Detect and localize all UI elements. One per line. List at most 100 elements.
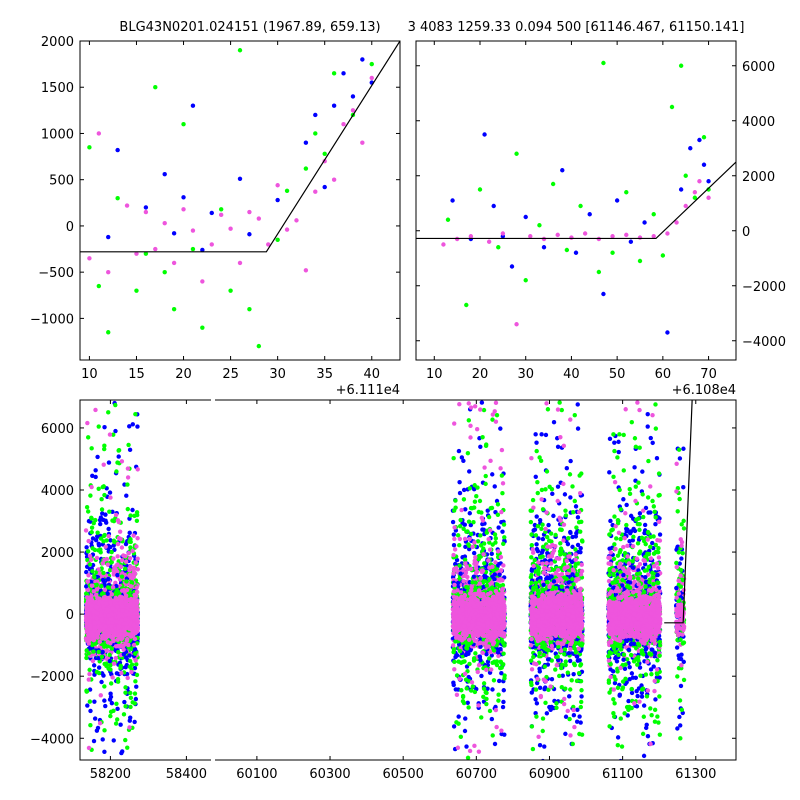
data-point bbox=[109, 646, 115, 651]
data-point bbox=[706, 195, 711, 200]
data-point bbox=[669, 104, 675, 110]
data-point bbox=[275, 197, 280, 203]
series-2 bbox=[441, 179, 711, 327]
data-point bbox=[303, 166, 309, 171]
data-point bbox=[464, 584, 469, 590]
data-point bbox=[483, 473, 488, 479]
data-point bbox=[132, 719, 137, 725]
data-point bbox=[490, 660, 495, 666]
data-point bbox=[99, 679, 104, 685]
data-point bbox=[107, 490, 113, 495]
data-point bbox=[108, 600, 113, 605]
data-point bbox=[237, 260, 243, 266]
data-point bbox=[95, 611, 100, 616]
data-point bbox=[86, 745, 92, 751]
data-point bbox=[665, 330, 670, 335]
data-point bbox=[237, 48, 243, 53]
data-point bbox=[275, 237, 280, 242]
data-point bbox=[471, 656, 477, 661]
data-point bbox=[480, 435, 485, 440]
data-point bbox=[480, 568, 486, 574]
data-point bbox=[127, 447, 133, 453]
data-point bbox=[115, 554, 120, 559]
data-point bbox=[463, 652, 469, 658]
data-point bbox=[125, 482, 130, 487]
plot-area bbox=[80, 41, 400, 349]
data-point bbox=[537, 223, 542, 228]
data-point bbox=[107, 432, 113, 437]
data-point bbox=[468, 423, 473, 429]
data-point bbox=[481, 681, 487, 686]
y-tick-label: 0 bbox=[742, 225, 750, 240]
data-point bbox=[96, 131, 102, 136]
data-point bbox=[470, 580, 475, 585]
data-point bbox=[190, 246, 196, 252]
data-point bbox=[457, 402, 462, 407]
data-point bbox=[134, 288, 139, 293]
data-point bbox=[99, 591, 105, 597]
data-point bbox=[89, 446, 94, 451]
data-point bbox=[85, 557, 90, 563]
data-point bbox=[492, 532, 498, 537]
data-point bbox=[637, 258, 643, 264]
data-point bbox=[102, 580, 107, 585]
data-point bbox=[313, 189, 318, 194]
data-point bbox=[114, 717, 120, 722]
data-point bbox=[107, 568, 113, 573]
data-point bbox=[85, 587, 91, 593]
x-tick-label: 30 bbox=[269, 367, 286, 382]
data-point bbox=[452, 547, 458, 552]
data-point bbox=[109, 700, 115, 706]
data-point bbox=[115, 589, 121, 594]
data-point bbox=[247, 306, 252, 312]
plot-frame bbox=[415, 40, 737, 361]
data-point bbox=[457, 490, 463, 496]
data-point bbox=[456, 714, 461, 719]
data-point bbox=[452, 667, 457, 672]
data-point bbox=[122, 632, 127, 638]
data-point bbox=[489, 716, 495, 722]
data-point bbox=[123, 737, 128, 743]
data-point bbox=[284, 227, 290, 232]
data-point bbox=[122, 566, 128, 572]
data-point bbox=[472, 499, 478, 504]
data-point bbox=[610, 234, 615, 239]
data-point bbox=[468, 531, 474, 537]
model-line bbox=[416, 161, 736, 240]
data-point bbox=[470, 544, 475, 549]
data-point bbox=[497, 572, 502, 577]
data-point bbox=[457, 648, 463, 654]
data-point bbox=[132, 647, 138, 652]
data-point bbox=[106, 460, 112, 465]
data-point bbox=[451, 456, 456, 461]
data-point bbox=[134, 662, 139, 667]
data-point bbox=[462, 728, 468, 734]
data-point bbox=[106, 410, 111, 415]
data-point bbox=[200, 247, 205, 253]
x-tick-label: 40 bbox=[563, 367, 580, 382]
data-point bbox=[111, 556, 116, 561]
data-point bbox=[99, 654, 105, 660]
data-point bbox=[102, 532, 107, 538]
data-point bbox=[476, 703, 481, 708]
data-point bbox=[473, 562, 479, 568]
data-point bbox=[94, 616, 100, 621]
data-point bbox=[117, 529, 123, 534]
data-point bbox=[124, 493, 129, 498]
data-point bbox=[495, 512, 501, 518]
data-point bbox=[514, 151, 519, 156]
data-point bbox=[171, 260, 177, 266]
title-right: 3 4083 1259.33 0.094 500 [61146.467, 611… bbox=[408, 20, 745, 35]
data-point bbox=[106, 526, 111, 532]
series-1 bbox=[87, 48, 374, 349]
data-point bbox=[493, 419, 499, 424]
data-point bbox=[683, 203, 688, 209]
data-point bbox=[451, 682, 456, 688]
data-point bbox=[496, 698, 501, 703]
data-point bbox=[111, 633, 116, 639]
data-point bbox=[495, 650, 501, 655]
data-point bbox=[487, 708, 493, 714]
data-point bbox=[341, 71, 346, 76]
data-point bbox=[637, 235, 643, 240]
data-point bbox=[114, 701, 119, 707]
